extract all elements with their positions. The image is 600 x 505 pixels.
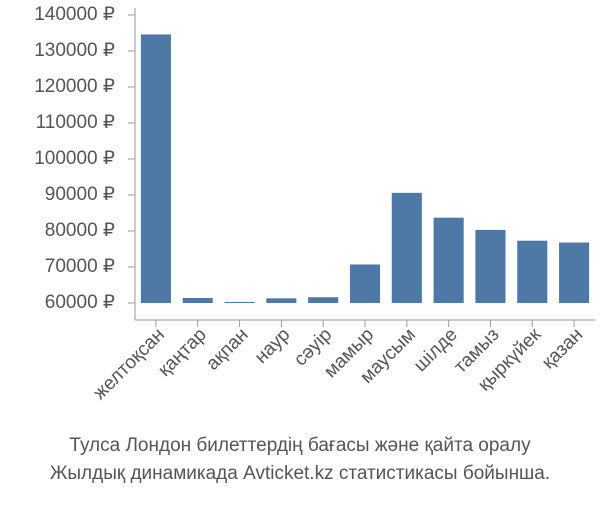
x-tick-label: қаңтар	[154, 324, 211, 381]
x-tick-label: шілде	[410, 324, 462, 376]
y-tick-label: 60000 ₽	[45, 292, 115, 313]
chart-title: Жылдық динамикада Avticket.kz статистика…	[50, 463, 550, 484]
bar	[182, 297, 213, 303]
bar	[475, 229, 506, 303]
bar	[266, 298, 297, 303]
bar	[517, 240, 548, 303]
y-tick-label: 140000 ₽	[34, 4, 115, 25]
y-tick-label: 70000 ₽	[45, 256, 115, 277]
bar	[140, 34, 171, 303]
y-tick-label: 110000 ₽	[36, 112, 115, 133]
y-tick-label: 100000 ₽	[34, 148, 115, 169]
bar	[349, 264, 381, 303]
bar	[559, 242, 590, 303]
chart-title: Тулса Лондон билеттердің бағасы және қай…	[69, 435, 531, 456]
bar	[391, 192, 422, 303]
y-tick-label: 80000 ₽	[45, 220, 115, 241]
y-tick-label: 120000 ₽	[34, 76, 115, 97]
x-tick-label: қазан	[538, 324, 587, 373]
bar	[224, 301, 255, 303]
bar	[433, 217, 464, 303]
x-tick-label: наур	[251, 324, 295, 368]
y-tick-label: 130000 ₽	[34, 40, 115, 61]
bar	[308, 297, 339, 303]
y-tick-label: 90000 ₽	[45, 184, 115, 205]
x-tick-label: ақпан	[202, 324, 252, 374]
